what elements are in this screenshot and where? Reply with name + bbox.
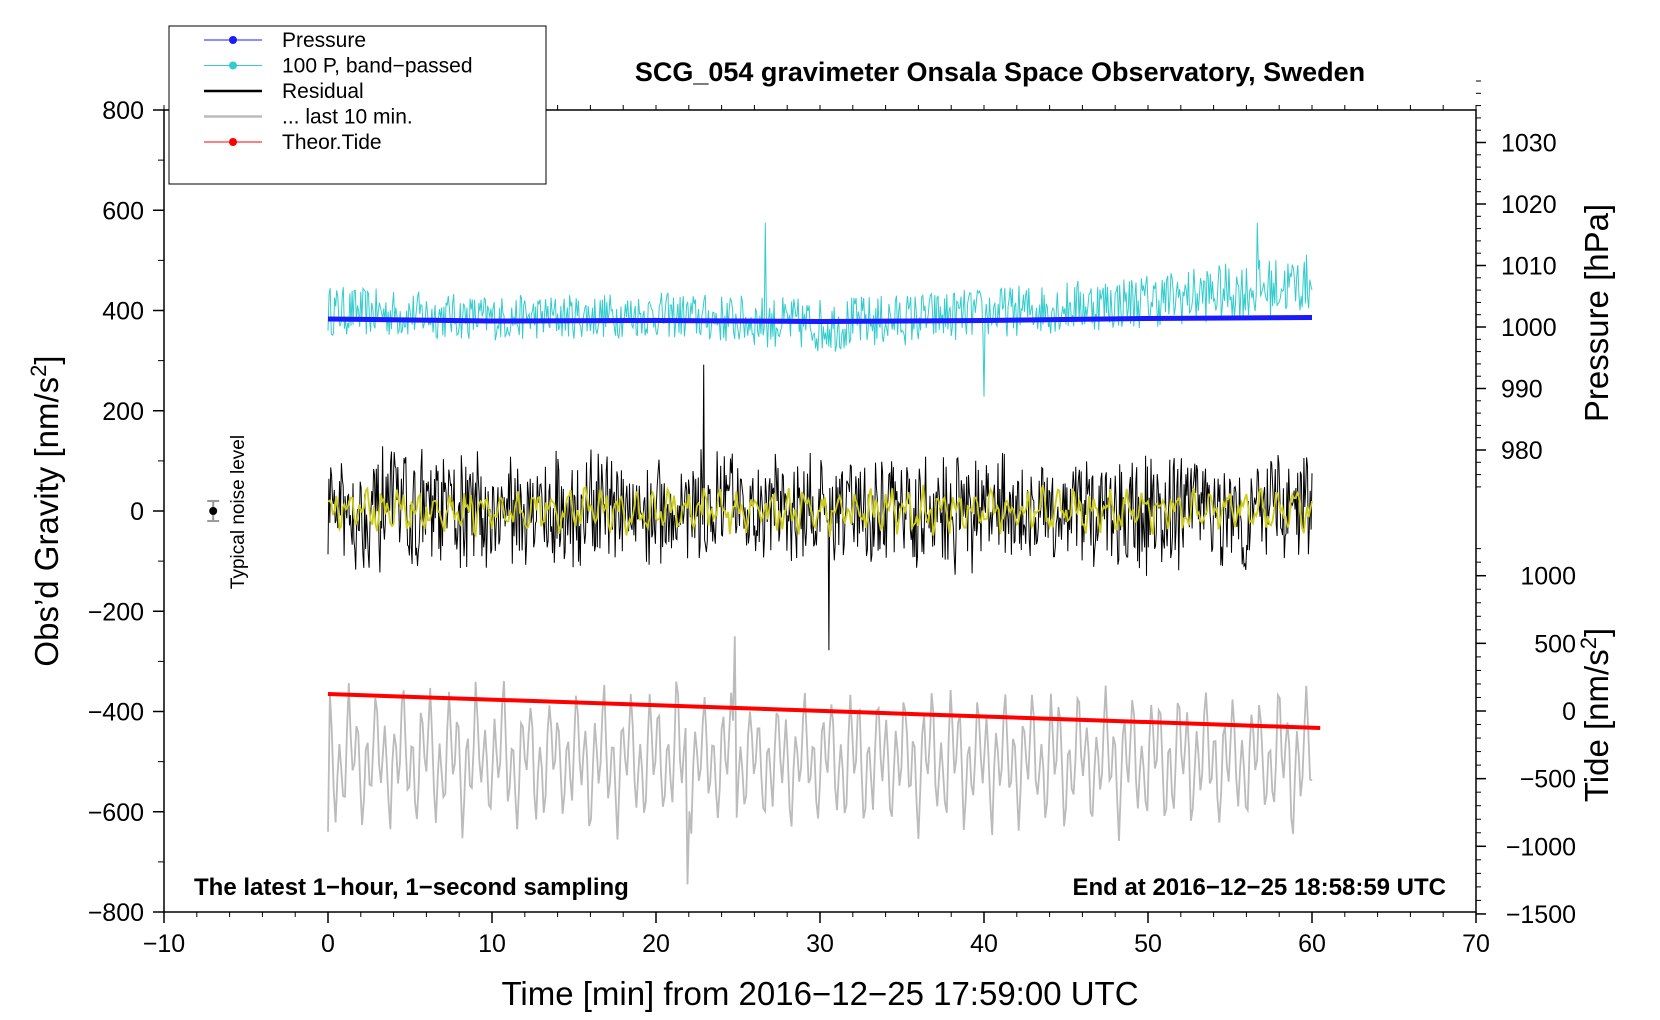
series-theor-tide bbox=[327, 692, 1321, 730]
pressure-tick-label: 1020 bbox=[1501, 191, 1557, 219]
pressure-tick-label: 990 bbox=[1501, 376, 1543, 404]
x-tick-label: 20 bbox=[642, 930, 670, 958]
x-tick-label: 60 bbox=[1298, 930, 1326, 958]
legend-label: Theor.Tide bbox=[282, 131, 382, 154]
noise-label: Typical noise level bbox=[228, 435, 249, 589]
y-axis-left-title: Obs’d Gravity [nm/s2] bbox=[26, 355, 65, 666]
y-left-tick-label: 800 bbox=[102, 97, 144, 125]
legend-box bbox=[168, 25, 547, 185]
legend-label: Pressure bbox=[282, 29, 366, 52]
legend-label: Residual bbox=[282, 80, 364, 103]
legend-marker bbox=[229, 138, 237, 146]
pressure-tick-label: 1010 bbox=[1501, 253, 1557, 281]
x-tick-label: −10 bbox=[143, 930, 185, 958]
x-tick-label: 50 bbox=[1134, 930, 1162, 958]
pressure-axis-title: Pressure [hPa] bbox=[1578, 204, 1615, 422]
y-left-tick-label: −600 bbox=[88, 799, 144, 827]
tide-tick-label: −500 bbox=[1520, 766, 1576, 794]
legend-label: ... last 10 min. bbox=[282, 106, 413, 129]
pressure-tick-label: 1000 bbox=[1501, 314, 1557, 342]
tide-axis-title: Tide [nm/s2] bbox=[1576, 628, 1615, 802]
x-tick-label: 70 bbox=[1462, 930, 1490, 958]
tide-tick-label: 0 bbox=[1562, 698, 1576, 726]
y-left-tick-label: −200 bbox=[88, 598, 144, 626]
pressure-tick-label: 980 bbox=[1501, 437, 1543, 465]
latest-hour-note: The latest 1−hour, 1−second sampling bbox=[194, 874, 629, 901]
x-tick-label: 40 bbox=[970, 930, 998, 958]
legend-marker bbox=[229, 61, 237, 70]
y-left-tick-label: 400 bbox=[102, 298, 144, 326]
x-tick-label: 10 bbox=[478, 930, 506, 958]
axis-layer: −10 0 10 20 30 40 50 60 708006004002000−200−400−… bbox=[88, 80, 1576, 958]
y-left-tick-label: −800 bbox=[88, 899, 144, 927]
chart-title: SCG_054 gravimeter Onsala Space Observat… bbox=[635, 57, 1365, 87]
y-left-tick-label: 0 bbox=[130, 498, 144, 526]
noise-marker-point bbox=[209, 507, 218, 515]
legend-marker bbox=[229, 36, 237, 44]
series-residual-smoothed bbox=[327, 484, 1313, 539]
series-last-10-min bbox=[327, 636, 1313, 885]
series-layer bbox=[207, 222, 1321, 885]
tide-tick-label: −1000 bbox=[1506, 833, 1576, 861]
legend-label: 100 P, band−passed bbox=[282, 55, 473, 78]
y-left-tick-label: 200 bbox=[102, 398, 144, 426]
tide-tick-label: 1000 bbox=[1520, 563, 1576, 591]
x-tick-label: 30 bbox=[806, 930, 834, 958]
pressure-tick-label: 1030 bbox=[1501, 130, 1557, 158]
x-axis-title: Time [min] from 2016−12−25 17:59:00 UTC bbox=[501, 975, 1138, 1012]
x-tick-label: 0 bbox=[321, 930, 335, 958]
y-left-tick-label: −400 bbox=[88, 699, 144, 727]
tide-tick-label: −1500 bbox=[1506, 901, 1576, 929]
series-pressure bbox=[327, 315, 1313, 325]
end-time-note: End at 2016−12−25 18:58:59 UTC bbox=[1072, 874, 1446, 901]
y-left-tick-label: 600 bbox=[102, 197, 144, 225]
series-bandpassed-pressure bbox=[327, 222, 1313, 397]
tide-tick-label: 500 bbox=[1534, 630, 1576, 658]
